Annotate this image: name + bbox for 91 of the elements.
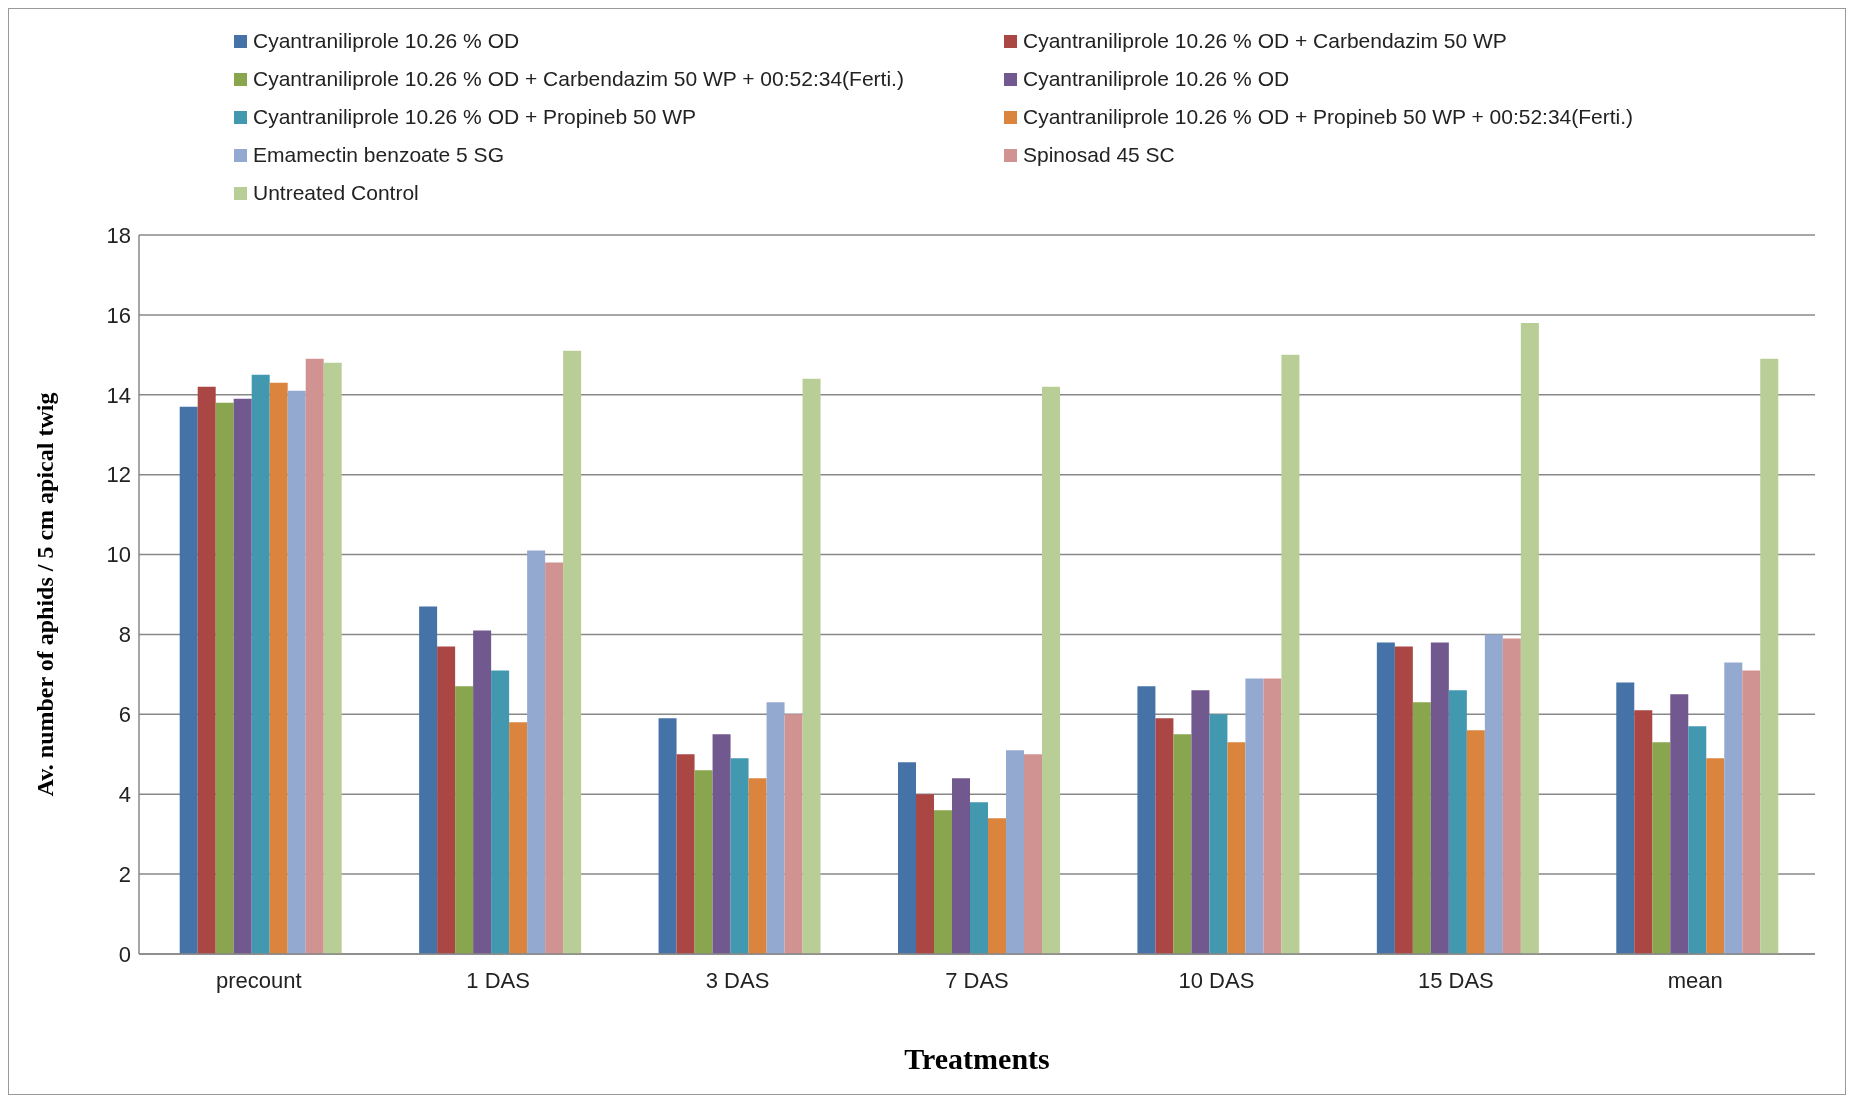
bar [987, 818, 1006, 954]
bar [419, 606, 438, 954]
x-tick-label: 1 DAS [466, 967, 530, 993]
bar [1191, 690, 1210, 954]
x-axis-title: Treatments [904, 1042, 1050, 1075]
bar [305, 358, 324, 954]
y-tick-label: 16 [106, 302, 131, 328]
bar [1706, 758, 1725, 954]
bar [251, 374, 270, 954]
bar [1634, 710, 1653, 954]
y-tick-label: 8 [118, 622, 131, 648]
bar [1502, 638, 1521, 954]
bar [1670, 694, 1689, 954]
bar [802, 378, 821, 954]
bar [545, 562, 564, 954]
legend-label: Spinosad 45 SC [1023, 143, 1175, 167]
bar [730, 758, 749, 954]
bar [527, 550, 546, 954]
bar [491, 670, 510, 954]
bar [215, 402, 234, 954]
bar [748, 778, 767, 954]
bar [694, 770, 713, 954]
bar [1173, 734, 1192, 954]
bar [1520, 322, 1539, 954]
bar [1209, 714, 1228, 954]
bar [1412, 702, 1431, 954]
bar [1155, 718, 1174, 954]
bar [233, 398, 252, 954]
bar [676, 754, 695, 954]
bar [1023, 754, 1042, 954]
legend-label: Cyantraniliprole 10.26 % OD + Carbendazim 50 WP + 00:52:34(Ferti.) [253, 67, 904, 91]
y-tick-label: 18 [106, 222, 131, 248]
legend-label: Cyantraniliprole 10.26 % OD + Propineb 50 WP + 00:52:34(Ferti.) [1023, 105, 1634, 129]
y-tick-label: 4 [118, 782, 131, 808]
bar [179, 406, 198, 954]
bar [1688, 726, 1707, 954]
bar [933, 810, 952, 954]
legend-label: Cyantraniliprole 10.26 % OD [253, 29, 520, 53]
bar [784, 714, 803, 954]
y-axis-title: Av. number of aphids / 5 cm apical twig [31, 392, 58, 797]
bar [455, 686, 474, 954]
bar [1430, 642, 1449, 954]
y-tick-label: 12 [106, 462, 131, 488]
bar [473, 630, 492, 954]
bar [1742, 670, 1761, 954]
bar [1227, 742, 1246, 954]
x-tick-label: 3 DAS [705, 967, 770, 993]
bar [1760, 358, 1779, 954]
legend-label: Untreated Control [253, 181, 419, 205]
bar [915, 794, 934, 954]
bar [897, 762, 916, 954]
bar [1005, 750, 1024, 954]
bar [323, 362, 342, 954]
legend-label: Cyantraniliprole 10.26 % OD + Propineb 50 WP [253, 105, 696, 129]
legend-label: Emamectin benzoate 5 SG [253, 143, 504, 167]
bar [197, 386, 216, 954]
x-tick-label: precount [215, 967, 302, 993]
bar [1041, 386, 1060, 954]
bar [1281, 354, 1300, 954]
x-tick-label: 7 DAS [945, 967, 1009, 993]
legend-label: Cyantraniliprole 10.26 % OD + Carbendazim 50 WP [1023, 29, 1507, 53]
bar [1376, 642, 1395, 954]
bar [1263, 678, 1282, 954]
bar [969, 802, 988, 954]
bar [1245, 678, 1264, 954]
y-tick-label: 2 [118, 861, 131, 887]
bar [712, 734, 731, 954]
bar [509, 722, 528, 954]
bar [1724, 662, 1743, 954]
bar [1448, 690, 1467, 954]
bar [1616, 682, 1635, 954]
bar [1137, 686, 1156, 954]
bar [563, 350, 582, 954]
bar [287, 390, 306, 954]
bar [1484, 634, 1503, 954]
bar [766, 702, 785, 954]
legend-label: Cyantraniliprole 10.26 % OD [1023, 67, 1290, 91]
x-tick-label: 15 DAS [1417, 967, 1494, 993]
bar [1652, 742, 1671, 954]
bar [437, 646, 456, 954]
y-tick-label: 6 [118, 702, 131, 728]
x-tick-label: mean [1667, 967, 1723, 993]
bar [1394, 646, 1413, 954]
bar [658, 718, 677, 954]
bar [1466, 730, 1485, 954]
y-tick-label: 10 [106, 542, 131, 568]
x-tick-label: 10 DAS [1178, 967, 1255, 993]
bar [951, 778, 970, 954]
bar [269, 382, 288, 954]
y-tick-label: 14 [106, 382, 131, 408]
y-tick-label: 0 [118, 941, 131, 967]
